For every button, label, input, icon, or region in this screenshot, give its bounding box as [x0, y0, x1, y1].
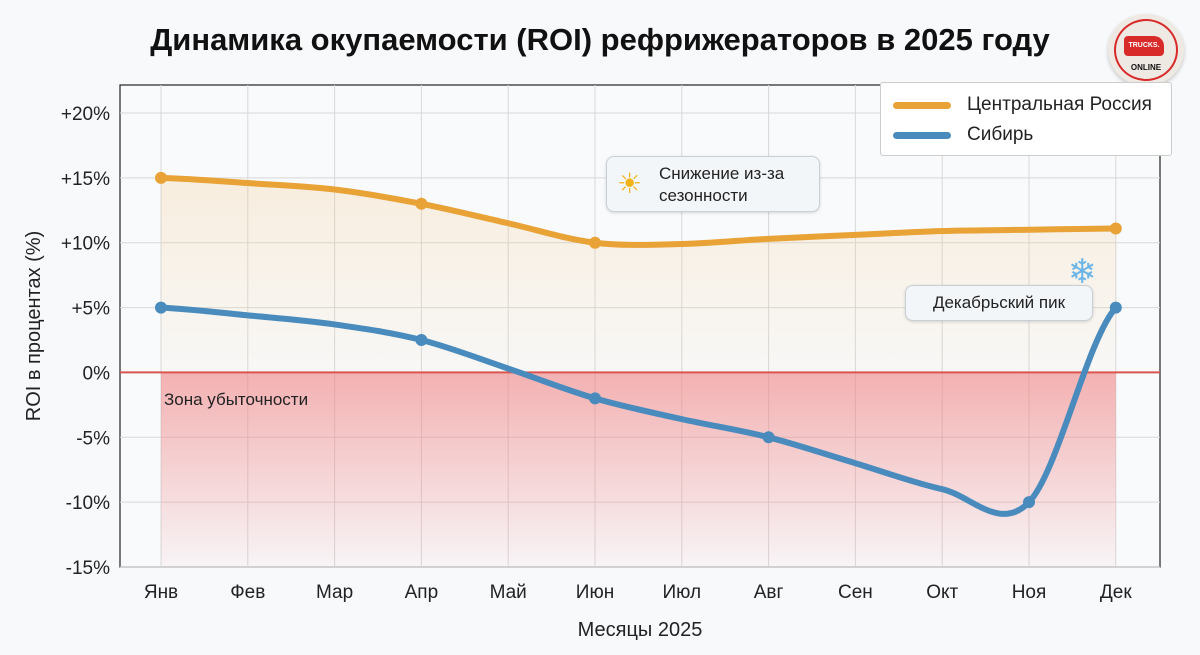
- legend-item-central: Центральная Россия: [893, 93, 1152, 117]
- annotation-text: Декабрьский пик: [932, 293, 1066, 312]
- data-point: [589, 392, 601, 405]
- data-point: [762, 431, 775, 444]
- legend: Центральная Россия Сибирь: [880, 82, 1172, 156]
- loss-zone: [161, 372, 1116, 567]
- annotation-december-peak: Декабрьский пик: [905, 285, 1093, 321]
- sun-icon: ☀: [617, 168, 643, 199]
- data-point: [1109, 222, 1122, 235]
- y-tick-label: +10%: [61, 234, 110, 255]
- x-tick-label: Май: [490, 582, 527, 603]
- data-point: [415, 334, 428, 346]
- annotation-text: сезонности: [659, 186, 748, 205]
- x-tick-label: Июл: [663, 582, 702, 603]
- y-tick-label: +5%: [71, 299, 110, 320]
- legend-label: Сибирь: [967, 124, 1034, 145]
- y-tick-label: +15%: [61, 169, 110, 190]
- logo-ring: [1114, 19, 1178, 81]
- x-tick-label: Авг: [754, 582, 784, 603]
- logo-text: ONLINE: [1130, 63, 1162, 72]
- x-tick-label: Ноя: [1012, 582, 1047, 603]
- legend-swatch: [893, 101, 951, 109]
- annotation-text: Снижение из-за: [659, 164, 785, 183]
- y-tick-label: -5%: [76, 428, 110, 449]
- series-line-siberia: [158, 304, 1119, 517]
- area-fill-central: [161, 177, 1116, 373]
- trucks-online-logo: TRUCKS. ONLINE: [1108, 14, 1184, 86]
- x-tick-label: Янв: [144, 582, 178, 603]
- data-point: [589, 236, 601, 249]
- y-tick-label: 0%: [83, 363, 111, 384]
- x-tick-label: Дек: [1100, 582, 1132, 603]
- x-tick-label: Апр: [405, 582, 439, 603]
- y-tick-label: -15%: [66, 558, 110, 579]
- truck-icon: TRUCKS.: [1124, 36, 1164, 56]
- x-tick-label: Мар: [316, 582, 353, 603]
- series-line-central: [158, 174, 1119, 248]
- data-point: [1109, 301, 1122, 314]
- x-tick-label: Сен: [838, 582, 873, 603]
- x-axis-label: Месяцы 2025: [578, 619, 703, 641]
- legend-swatch: [893, 131, 951, 139]
- x-tick-label: Окт: [926, 582, 958, 603]
- y-tick-label: -10%: [66, 493, 110, 514]
- annotation-seasonal-drop: ☀ Снижение из-за сезонности: [606, 156, 820, 212]
- snowflake-icon: ❄: [1068, 253, 1097, 291]
- data-point: [155, 171, 167, 184]
- x-tick-label: Фев: [230, 582, 265, 603]
- data-point: [155, 301, 167, 314]
- data-point: [1023, 496, 1035, 509]
- legend-item-siberia: Сибирь: [893, 123, 1033, 147]
- legend-label: Центральная Россия: [967, 94, 1152, 115]
- x-tick-label: Июн: [576, 582, 614, 603]
- y-tick-label: +20%: [61, 104, 110, 125]
- data-point: [415, 197, 428, 210]
- loss-zone-label: Зона убыточности: [164, 390, 308, 409]
- y-axis-label: ROI в процентах (%): [23, 231, 45, 422]
- chart-title: Динамика окупаемости (ROI) рефрижераторо…: [150, 22, 1050, 57]
